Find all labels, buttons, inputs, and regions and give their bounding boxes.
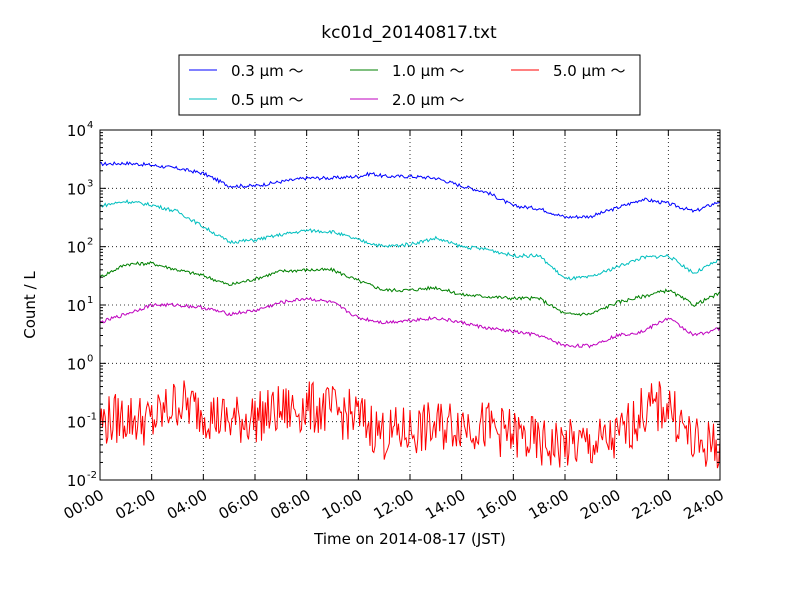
x-tick-label: 24:00	[681, 486, 727, 523]
x-tick-label: 08:00	[267, 486, 313, 523]
x-tick-label: 06:00	[216, 486, 262, 523]
x-tick-label: 02:00	[112, 486, 158, 523]
legend-box	[178, 54, 641, 116]
x-tick-label: 18:00	[526, 486, 572, 523]
y-tick-label-exponent: 4	[87, 120, 93, 131]
series-line	[100, 160, 720, 220]
y-tick-label-base: 10	[67, 297, 86, 315]
y-tick-label-base: 10	[67, 472, 86, 490]
x-tick-label: 00:00	[61, 486, 107, 523]
series-line	[100, 199, 720, 281]
x-tick-label: 22:00	[629, 486, 675, 523]
x-tick-label: 14:00	[422, 486, 468, 523]
x-axis-label: Time on 2014-08-17 (JST)	[313, 530, 506, 548]
y-tick-label-exponent: 1	[87, 295, 93, 306]
legend-label: 5.0 μm ～	[553, 62, 626, 80]
y-tick-label-exponent: -1	[87, 412, 97, 423]
y-tick-label-exponent: -2	[87, 470, 97, 481]
chart-title: kc01d_20140817.txt	[321, 23, 497, 43]
legend-label: 2.0 μm ～	[392, 91, 465, 109]
plot-lines	[100, 160, 720, 469]
y-axis-label: Count / L	[21, 271, 39, 339]
y-tick-label-exponent: 0	[87, 353, 93, 364]
y-tick-label: 10 3	[67, 178, 93, 198]
legend-label: 0.3 μm ～	[231, 62, 304, 80]
legend: 0.3 μm ～ 0.5 μm ～ 1.0 μm ～ 2.0 μm ～ 5.0 μm ～	[178, 54, 641, 116]
ticks	[99, 129, 721, 481]
y-tick-label: 10 2	[67, 237, 93, 257]
y-tick-label: 10 4	[67, 120, 93, 140]
y-tick-label-exponent: 2	[87, 237, 93, 248]
y-tick-label-base: 10	[67, 414, 86, 432]
y-tick-label: 10 -2	[67, 470, 97, 490]
x-tick-labels: 00:00 02:00 04:00 06:00 08:00 10:00 12:00 14:00…	[61, 486, 727, 523]
y-tick-label: 10 0	[67, 353, 93, 373]
series-line	[100, 380, 720, 469]
series-line	[100, 296, 720, 349]
y-tick-label: 10 -1	[67, 412, 97, 432]
y-tick-label-base: 10	[67, 239, 86, 257]
grid	[100, 130, 720, 480]
x-tick-label: 04:00	[164, 486, 210, 523]
legend-label: 0.5 μm ～	[231, 91, 304, 109]
y-tick-label-base: 10	[67, 180, 86, 198]
y-tick-label-base: 10	[67, 355, 86, 373]
y-tick-label-exponent: 3	[87, 178, 93, 189]
series-line	[100, 261, 720, 317]
x-tick-label: 10:00	[319, 486, 365, 523]
y-tick-label: 10 1	[67, 295, 93, 315]
legend-label: 1.0 μm ～	[392, 62, 465, 80]
y-tick-label-base: 10	[67, 122, 86, 140]
x-tick-label: 12:00	[371, 486, 417, 523]
x-tick-label: 16:00	[474, 486, 520, 523]
x-tick-label: 20:00	[577, 486, 623, 523]
